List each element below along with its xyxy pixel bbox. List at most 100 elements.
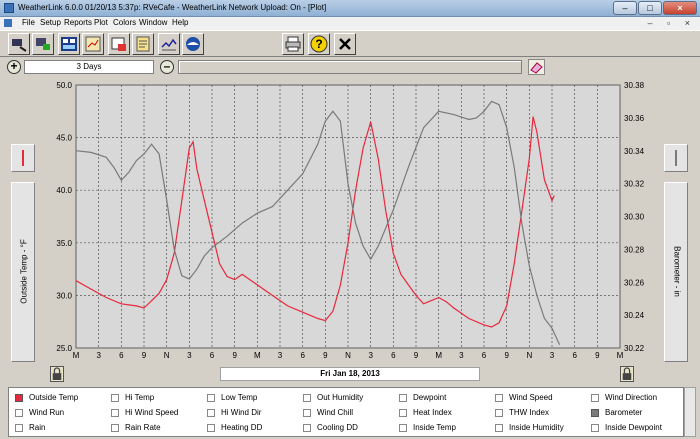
menu-window[interactable]: Window xyxy=(139,18,168,27)
menu-setup[interactable]: Setup xyxy=(40,18,61,27)
menu-plot[interactable]: Plot xyxy=(94,18,108,27)
left-axis-panel[interactable]: Outside Temp - °F xyxy=(11,182,35,362)
legend-item-outside-temp[interactable]: Outside Temp xyxy=(15,392,78,403)
legend-checkbox[interactable] xyxy=(399,423,407,432)
legend-checkbox[interactable] xyxy=(15,408,23,417)
legend-item-heating-dd[interactable]: Heating DD xyxy=(207,422,262,433)
close-button[interactable]: × xyxy=(663,1,697,15)
right-lock-icon[interactable] xyxy=(620,366,634,382)
x-tick-label: 9 xyxy=(595,351,600,360)
menu-colors[interactable]: Colors xyxy=(113,18,137,27)
zoom-in-icon[interactable]: + xyxy=(7,60,21,74)
temp-line-swatch xyxy=(22,150,24,166)
document-icon[interactable] xyxy=(4,19,12,27)
legend-item-out-humidity[interactable]: Out Humidity xyxy=(303,392,363,403)
notes-icon xyxy=(136,36,150,52)
legend-checkbox[interactable] xyxy=(207,408,215,417)
zoom-out-icon[interactable]: – xyxy=(160,60,174,74)
legend-checkbox[interactable] xyxy=(111,423,119,432)
legend-item-rain[interactable]: Rain xyxy=(15,422,45,433)
legend-checkbox[interactable] xyxy=(495,408,503,417)
help-button[interactable]: ? xyxy=(308,33,330,55)
legend-item-inside-dewpoint[interactable]: Inside Dewpoint xyxy=(591,422,662,433)
legend-item-barometer[interactable]: Barometer xyxy=(591,407,642,418)
legend-checkbox[interactable] xyxy=(15,423,23,432)
menu-help[interactable]: Help xyxy=(172,18,189,27)
x-tick-label: N xyxy=(526,351,532,360)
x-tick-label: 9 xyxy=(504,351,509,360)
right-axis-panel[interactable]: Barometer - in xyxy=(664,182,688,362)
tool-summary-button[interactable] xyxy=(82,33,104,55)
legend-item-rain-rate[interactable]: Rain Rate xyxy=(111,422,161,433)
legend-checkbox[interactable] xyxy=(111,408,119,417)
x-tick-label: 3 xyxy=(278,351,283,360)
legend-item-cooling-dd[interactable]: Cooling DD xyxy=(303,422,358,433)
time-scroll-bar[interactable] xyxy=(178,60,522,74)
legend-checkbox[interactable] xyxy=(399,393,407,402)
legend-checkbox[interactable] xyxy=(495,393,503,402)
legend-item-low-temp[interactable]: Low Temp xyxy=(207,392,257,403)
legend-item-wind-direction[interactable]: Wind Direction xyxy=(591,392,657,403)
menu-file[interactable]: File xyxy=(22,18,35,27)
legend-item-dewpoint[interactable]: Dewpoint xyxy=(399,392,446,403)
minimize-button[interactable]: – xyxy=(613,1,637,15)
x-tick-label: 6 xyxy=(482,351,487,360)
legend-item-hi-wind-dir[interactable]: Hi Wind Dir xyxy=(207,407,261,418)
legend-item-inside-humidity[interactable]: Inside Humidity xyxy=(495,422,564,433)
tool-browse-button[interactable] xyxy=(108,33,130,55)
legend-checkbox[interactable] xyxy=(495,423,503,432)
help-icon: ? xyxy=(310,35,328,53)
legend-item-heat-index[interactable]: Heat Index xyxy=(399,407,452,418)
legend-checkbox[interactable] xyxy=(303,408,311,417)
x-tick-label: M xyxy=(254,351,261,360)
legend-scrollbar[interactable] xyxy=(684,387,696,437)
maximize-button[interactable]: □ xyxy=(638,1,662,15)
legend-checkbox[interactable] xyxy=(399,408,407,417)
right-tick-label: 30.38 xyxy=(624,81,645,90)
legend-item-wind-speed[interactable]: Wind Speed xyxy=(495,392,553,403)
x-tick-label: 3 xyxy=(187,351,192,360)
eraser-icon[interactable] xyxy=(528,59,545,75)
legend-checkbox[interactable] xyxy=(207,393,215,402)
close-plot-button[interactable] xyxy=(334,33,356,55)
close-icon xyxy=(339,38,351,50)
tool-noaa-button[interactable] xyxy=(182,33,204,55)
legend-item-wind-chill[interactable]: Wind Chill xyxy=(303,407,353,418)
x-tick-label: 9 xyxy=(414,351,419,360)
legend-item-thw-index[interactable]: THW Index xyxy=(495,407,549,418)
right-axis-color-swatch[interactable] xyxy=(664,144,688,172)
tool-bulletin-button[interactable] xyxy=(58,33,80,55)
legend-item-hi-temp[interactable]: Hi Temp xyxy=(111,392,154,403)
legend-checkbox[interactable] xyxy=(111,393,119,402)
tool-plot-button[interactable] xyxy=(158,33,180,55)
menu-reports[interactable]: Reports xyxy=(64,18,93,27)
x-tick-label: 6 xyxy=(119,351,124,360)
left-lock-icon[interactable] xyxy=(50,366,64,382)
legend-checkbox[interactable] xyxy=(15,393,23,402)
tool-notes-button[interactable] xyxy=(132,33,154,55)
tool-transfer-button[interactable] xyxy=(8,33,30,55)
x-tick-label: 9 xyxy=(142,351,147,360)
mdi-window-controls[interactable]: – ▫ × xyxy=(647,18,696,28)
tool-download-button[interactable] xyxy=(32,33,54,55)
print-button[interactable] xyxy=(282,33,304,55)
left-axis-color-swatch[interactable] xyxy=(11,144,35,172)
legend-checkbox[interactable] xyxy=(303,423,311,432)
legend-label: Inside Humidity xyxy=(509,423,564,432)
series-barometer xyxy=(75,100,561,345)
legend-label: Hi Wind Dir xyxy=(221,408,262,417)
legend-checkbox[interactable] xyxy=(591,393,599,402)
legend-item-hi-wind-speed[interactable]: Hi Wind Speed xyxy=(111,407,178,418)
legend-checkbox[interactable] xyxy=(303,393,311,402)
legend-item-inside-temp[interactable]: Inside Temp xyxy=(399,422,456,433)
legend-checkbox[interactable] xyxy=(591,408,599,417)
time-range-field[interactable]: 3 Days xyxy=(24,60,154,74)
svg-text:?: ? xyxy=(315,37,322,51)
right-tick-label: 30.22 xyxy=(624,344,645,353)
legend-checkbox[interactable] xyxy=(207,423,215,432)
noaa-icon xyxy=(186,37,200,51)
legend-checkbox[interactable] xyxy=(591,423,599,432)
x-tick-label: 6 xyxy=(572,351,577,360)
transfer-icon xyxy=(12,39,27,52)
legend-item-wind-run[interactable]: Wind Run xyxy=(15,407,64,418)
